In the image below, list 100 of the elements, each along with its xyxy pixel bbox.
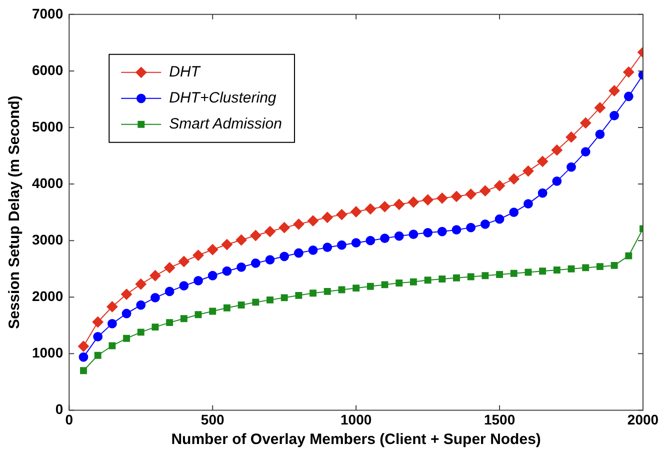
point (194, 276, 203, 286)
point (122, 308, 132, 318)
point (467, 273, 474, 280)
point (94, 352, 102, 359)
point (106, 301, 118, 312)
point (422, 194, 434, 206)
point (539, 268, 546, 275)
point (310, 290, 317, 297)
point (178, 256, 190, 267)
y-tick-label: 6000 (32, 62, 64, 78)
point (394, 198, 405, 210)
point (465, 188, 476, 200)
y-tick-label: 0 (55, 401, 64, 418)
point (207, 244, 218, 256)
point (510, 270, 518, 277)
point (482, 272, 489, 280)
y-tick-label: 2000 (32, 288, 64, 304)
point (379, 201, 390, 212)
point (336, 209, 348, 220)
point (308, 215, 319, 226)
point (293, 218, 304, 230)
point (436, 192, 448, 204)
point (250, 230, 262, 241)
point (480, 185, 491, 196)
legend-label: Smart Admission (169, 116, 282, 133)
point (380, 234, 390, 244)
point (324, 288, 331, 295)
point (594, 102, 606, 114)
point (437, 226, 447, 236)
point (408, 230, 418, 240)
point (209, 308, 216, 315)
point (152, 324, 159, 331)
point (408, 196, 419, 208)
x-tick-label: 2000 (627, 411, 659, 428)
point (596, 263, 604, 270)
point (366, 236, 376, 246)
point (265, 255, 275, 264)
point (222, 266, 232, 276)
y-tick-label: 7000 (32, 5, 64, 22)
point (623, 66, 634, 78)
point (264, 226, 276, 238)
y-tick-label: 3000 (32, 231, 64, 248)
point (280, 294, 288, 302)
point (92, 316, 104, 328)
point (278, 222, 290, 234)
point (78, 352, 88, 362)
x-tick-label: 1500 (484, 411, 516, 428)
point (236, 262, 246, 272)
point (108, 342, 116, 350)
x-axis-title: Number of Overlay Members (Client + Super Nodes) (171, 431, 541, 448)
point (509, 208, 519, 217)
x-tick-label: 500 (200, 411, 224, 428)
point (366, 282, 374, 290)
point (410, 278, 417, 286)
point (352, 284, 360, 292)
point (135, 278, 146, 290)
point (208, 270, 218, 280)
point (337, 240, 346, 250)
point (480, 219, 490, 229)
point (453, 274, 460, 282)
point (364, 203, 376, 214)
y-axis-title: Session Setup Delay (m Second) (6, 96, 24, 330)
y-tick-label: 1000 (32, 344, 64, 361)
point (78, 340, 89, 352)
point (537, 156, 548, 167)
point (137, 328, 144, 336)
point (508, 173, 520, 184)
point (351, 238, 361, 248)
point (80, 367, 87, 374)
point (322, 242, 332, 252)
point (295, 292, 302, 299)
point (350, 206, 362, 218)
point (524, 199, 533, 209)
point (610, 262, 618, 269)
point (494, 180, 506, 192)
point (192, 250, 204, 261)
point (580, 117, 592, 128)
point (266, 296, 274, 304)
point (121, 288, 132, 300)
point (394, 231, 404, 241)
point (494, 214, 504, 224)
point (223, 304, 230, 312)
point (553, 266, 560, 274)
point (424, 276, 432, 284)
point (179, 281, 189, 291)
point (250, 258, 260, 268)
point (236, 234, 247, 246)
point (608, 85, 620, 96)
point (595, 130, 605, 139)
point (166, 319, 174, 326)
point (107, 318, 117, 328)
point (580, 147, 590, 156)
point (381, 281, 388, 288)
point (538, 188, 548, 198)
point (625, 252, 632, 260)
y-tick-label: 4000 (32, 174, 64, 191)
legend-label: DHT+Clustering (169, 90, 277, 107)
point (566, 162, 576, 172)
point (496, 271, 504, 278)
point (252, 298, 260, 306)
